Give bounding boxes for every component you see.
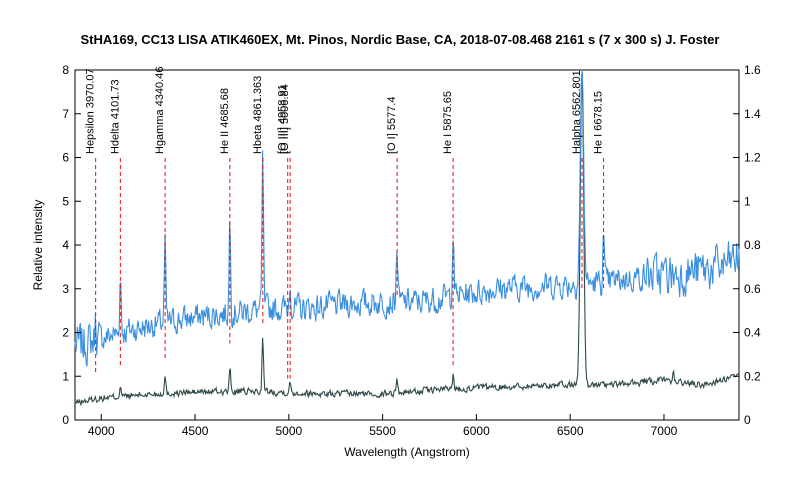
y2-tick-label: 0 [744, 413, 751, 427]
line-marker-label: He I 5875.65 [442, 91, 454, 154]
y-tick-label: 5 [62, 194, 69, 208]
line-marker-label: Hepsilon 3970.07 [85, 68, 97, 154]
y-tick-label: 4 [62, 238, 69, 252]
line-marker-label: He II 4685.68 [219, 88, 231, 154]
y-axis-right: 0 0.2 0.4 0.6 0.8 1 1.2 1.4 1.6 [733, 63, 761, 427]
y-tick-label: 7 [62, 107, 69, 121]
y2-tick-label: 1.2 [744, 151, 761, 165]
x-tick-label: 4500 [182, 424, 209, 438]
line-marker-label: Halpha 6562.801 [571, 70, 583, 154]
spectra-layer [74, 71, 740, 407]
y-tick-label: 3 [62, 282, 69, 296]
line-marker-label: Hgamma 4340.46 [154, 67, 166, 154]
plot-frame [74, 69, 740, 421]
lower-spectrum-line [74, 71, 740, 407]
y-axis-left: 0 1 2 3 4 5 6 7 8 [62, 63, 81, 427]
plot-area: Hepsilon 3970.07 Hdelta 4101.73 Hgamma 434… [74, 67, 740, 421]
y-tick-label: 6 [62, 151, 69, 165]
y2-tick-label: 1.4 [744, 107, 761, 121]
x-axis: 4000 4500 5000 5500 6000 6500 7000 [88, 414, 678, 438]
x-tick-label: 7000 [651, 424, 678, 438]
x-tick-label: 5000 [275, 424, 302, 438]
x-tick-label: 4000 [88, 424, 115, 438]
y2-tick-label: 0.4 [744, 326, 761, 340]
y2-tick-label: 0.2 [744, 369, 761, 383]
y-axis-label: Relative intensity [31, 200, 45, 291]
marker-layer: Hepsilon 3970.07 Hdelta 4101.73 Hgamma 434… [85, 67, 605, 379]
line-marker-label: He I 6678.15 [593, 91, 605, 154]
y-tick-label: 0 [62, 413, 69, 427]
line-marker-label: [O I] 5577.4 [386, 97, 398, 154]
line-marker-label: [O III] 5006.84 [279, 84, 291, 154]
chart-title: StHA169, CC13 LISA ATIK460EX, Mt. Pinos,… [81, 32, 720, 47]
upper-spectrum-line [74, 72, 740, 367]
y2-tick-label: 0.6 [744, 282, 761, 296]
y-tick-label: 8 [62, 63, 69, 77]
x-tick-label: 5500 [369, 424, 396, 438]
line-marker-label: Hdelta 4101.73 [109, 79, 121, 154]
x-tick-label: 6000 [463, 424, 490, 438]
y-tick-label: 1 [62, 369, 69, 383]
y2-tick-label: 1.6 [744, 63, 761, 77]
line-marker-label: Hbeta 4861.363 [252, 76, 264, 154]
x-tick-label: 6500 [557, 424, 584, 438]
y2-tick-label: 1 [744, 194, 751, 208]
x-axis-label: Wavelength (Angstrom) [344, 445, 470, 459]
line-marker-label: [O III] 4958.91 [277, 84, 289, 154]
y2-tick-label: 0.8 [744, 238, 761, 252]
y-tick-label: 2 [62, 326, 69, 340]
